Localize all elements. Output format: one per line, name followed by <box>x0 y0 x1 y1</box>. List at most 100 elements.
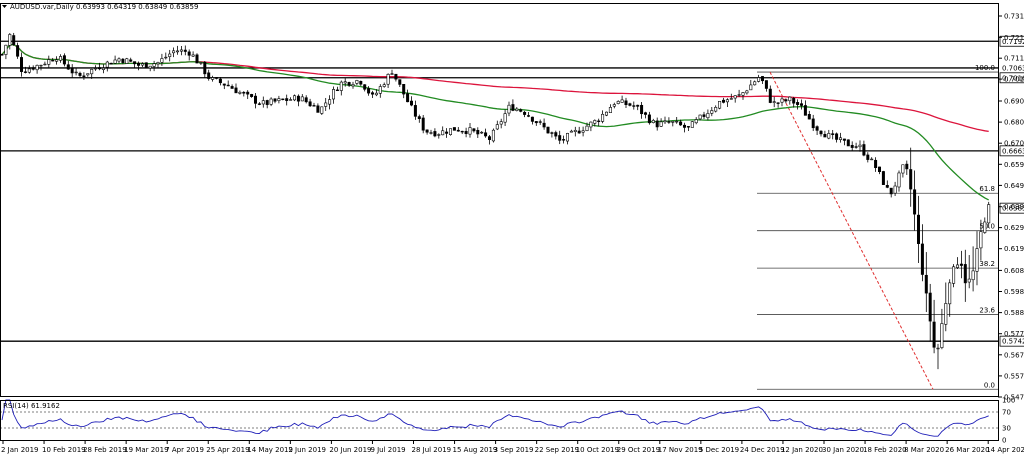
candle <box>35 64 39 74</box>
candle-body <box>429 132 433 134</box>
candle <box>569 129 573 133</box>
time-tick-label: 20 Jun 2019 <box>329 446 371 454</box>
candle-body <box>51 59 55 62</box>
price-tick-label: 0.68020 <box>1004 119 1024 127</box>
candle-body <box>425 129 429 133</box>
candle <box>406 89 410 103</box>
candle <box>959 250 963 279</box>
candle-body <box>82 75 86 77</box>
candle <box>331 86 335 104</box>
candle <box>58 54 62 63</box>
fib-level-label: 23.6 <box>979 306 995 314</box>
candle-body <box>476 129 480 135</box>
candle <box>523 110 527 118</box>
candle <box>819 130 823 137</box>
time-tick-label: 15 Aug 2019 <box>453 446 498 454</box>
time-tick-label: 28 Jul 2019 <box>412 446 452 454</box>
candle <box>585 122 589 132</box>
candle <box>109 62 113 65</box>
rsi-indicator: 100 70 30 0 <box>0 397 1015 445</box>
time-tick-label: 9 Jul 2019 <box>370 446 405 454</box>
moving-average-slow <box>1 44 989 133</box>
candle <box>51 57 55 62</box>
candle-body <box>983 221 987 233</box>
candle-body <box>402 83 406 95</box>
candle <box>616 100 620 105</box>
candle-body <box>523 111 527 115</box>
candle <box>901 164 905 178</box>
candle-body <box>967 278 971 283</box>
candle-body <box>125 58 129 64</box>
candle-body <box>959 263 963 266</box>
candle-body <box>437 134 441 136</box>
candle <box>729 93 733 100</box>
price-tick-label: 0.57790 <box>1004 330 1024 338</box>
rsi-tick-label: 70 <box>1002 409 1011 417</box>
candle <box>952 264 956 288</box>
candle-body <box>846 139 850 147</box>
candle-body <box>472 128 476 132</box>
candle <box>195 53 199 64</box>
current-price-label: 0.63859 <box>1002 205 1024 213</box>
candle-body <box>285 98 289 101</box>
candle <box>31 65 35 71</box>
candle-body <box>940 323 944 348</box>
candle <box>534 120 538 126</box>
candle <box>289 97 293 101</box>
candle-body <box>246 91 250 95</box>
candle <box>862 140 866 157</box>
candle <box>928 283 932 342</box>
candle-body <box>480 131 484 134</box>
candle <box>117 57 121 64</box>
candle <box>211 75 215 82</box>
candle <box>164 52 168 60</box>
fibonacci-retracement[interactable]: 100.0 61.8 50.0 38.2 23.6 0.0 <box>757 64 998 390</box>
candle <box>269 97 273 107</box>
candle <box>250 93 254 98</box>
price-tick-label: 0.58810 <box>1004 309 1024 317</box>
candle-body <box>893 185 897 194</box>
candle-body <box>398 79 402 85</box>
candle <box>398 79 402 87</box>
candle <box>382 82 386 88</box>
candle <box>920 224 924 282</box>
candle <box>757 74 761 83</box>
current-price-box <box>999 202 1024 214</box>
candle-body <box>66 64 70 70</box>
candle-body <box>928 292 932 322</box>
candle <box>788 96 792 105</box>
candle-body <box>827 133 831 139</box>
candle-body <box>889 187 893 195</box>
price-panel-frame <box>0 3 999 397</box>
candle <box>472 128 476 133</box>
candle <box>187 49 191 61</box>
candle-body <box>901 164 905 174</box>
candle <box>749 79 753 91</box>
candle-body <box>753 81 757 86</box>
candle-body <box>616 101 620 104</box>
candle <box>413 100 417 120</box>
candle <box>573 126 577 137</box>
horizontal-levels[interactable]: 0.71929 0.70639 0.70163 0.66631 0.57429 0.638… <box>0 35 1024 347</box>
candle <box>803 100 807 116</box>
candle <box>495 120 499 131</box>
candle-body <box>464 131 468 134</box>
candle <box>324 97 328 111</box>
candle <box>827 129 831 140</box>
price-tick-label: 0.64960 <box>1004 182 1024 190</box>
time-tick-label: 14 May 2019 <box>247 446 293 454</box>
candle <box>281 98 285 101</box>
candle-body <box>370 92 374 95</box>
candle-body <box>113 59 117 64</box>
candle <box>304 95 308 104</box>
candle <box>460 130 464 135</box>
candle <box>897 170 901 192</box>
candle-body <box>351 84 355 87</box>
candle <box>577 126 581 134</box>
candle <box>686 126 690 131</box>
time-tick-label: 22 Sep 2019 <box>535 446 579 454</box>
candle <box>663 116 667 125</box>
candle-body <box>636 104 640 107</box>
candle-body <box>854 146 858 148</box>
